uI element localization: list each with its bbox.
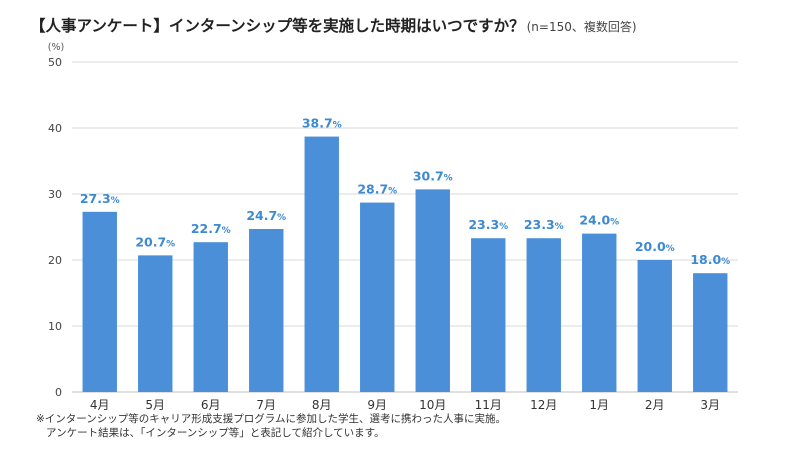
bar-value-number: 38.7: [302, 116, 333, 131]
bar-value-percent: %: [277, 213, 286, 223]
bar: [360, 202, 395, 392]
bar-value-label: 38.7%: [302, 116, 342, 131]
value-labels: 27.3%20.7%22.7%24.7%38.7%28.7%30.7%23.3%…: [80, 116, 730, 268]
bar-value-label: 20.7%: [135, 234, 175, 249]
bar: [249, 228, 284, 392]
footnote: ※インターンシップ等のキャリア形成支援プログラムに参加した学生、選考に携わった人…: [36, 412, 776, 440]
bar: [193, 242, 228, 392]
bar-value-label: 27.3%: [80, 191, 120, 206]
bar-value-number: 22.7: [191, 221, 222, 236]
bar-value-label: 24.7%: [246, 208, 286, 223]
grid-lines: [72, 61, 738, 393]
bar-value-percent: %: [610, 218, 619, 228]
x-tick-label: 5月: [145, 398, 165, 412]
bar: [138, 255, 173, 392]
x-tick-label: 2月: [645, 398, 665, 412]
y-axis-ticks: (%) 0 10 20 30 40 50: [48, 42, 64, 399]
bar: [471, 238, 506, 392]
bar-value-percent: %: [111, 196, 120, 206]
y-tick-label: 50: [48, 56, 62, 69]
chart-title-note: (n=150、複数回答): [526, 20, 637, 34]
bar-value-label: 22.7%: [191, 221, 231, 236]
bar-value-number: 28.7: [357, 182, 388, 197]
bar: [582, 233, 617, 392]
bar-value-label: 23.3%: [524, 217, 564, 232]
bar-value-percent: %: [166, 239, 175, 249]
x-tick-label: 10月: [419, 398, 446, 412]
footnote-line-2: アンケート結果は、「インターンシップ等」と表記して紹介しています。: [46, 427, 385, 439]
bar: [304, 136, 339, 392]
bar-value-number: 20.0: [635, 239, 666, 254]
x-tick-label: 11月: [475, 398, 502, 412]
bar-value-number: 27.3: [80, 191, 111, 206]
bar-value-percent: %: [555, 222, 564, 232]
bars: [82, 136, 728, 392]
bar-value-number: 20.7: [135, 234, 166, 249]
bar-value-number: 24.7: [246, 208, 277, 223]
x-tick-label: 4月: [90, 398, 110, 412]
x-tick-label: 9月: [367, 398, 387, 412]
bar-value-label: 23.3%: [468, 217, 508, 232]
y-tick-label: 40: [48, 122, 62, 135]
y-tick-label: 0: [55, 386, 62, 399]
bar-value-percent: %: [721, 257, 730, 267]
y-tick-label: 20: [48, 254, 62, 267]
x-tick-label: 3月: [700, 398, 720, 412]
bar-value-number: 30.7: [413, 168, 444, 183]
bar-value-percent: %: [333, 121, 342, 131]
x-tick-label: 7月: [256, 398, 276, 412]
footnote-line-1: ※インターンシップ等のキャリア形成支援プログラムに参加した学生、選考に携わった人…: [36, 413, 506, 425]
y-axis-unit-label: (%): [48, 42, 64, 53]
bar: [526, 238, 561, 392]
bar-value-number: 24.0: [579, 213, 610, 228]
x-tick-label: 6月: [201, 398, 221, 412]
bar: [693, 273, 728, 392]
y-tick-label: 10: [48, 320, 62, 333]
bar: [415, 189, 450, 392]
y-tick-label: 30: [48, 188, 62, 201]
chart-title-main: 【人事アンケート】インターンシップ等を実施した時期はいつですか？: [30, 17, 525, 35]
bar: [82, 211, 117, 392]
bar-value-percent: %: [444, 173, 453, 183]
bar-value-percent: %: [222, 226, 231, 236]
bar: [637, 260, 672, 392]
bar-value-percent: %: [499, 222, 508, 232]
x-tick-label: 12月: [530, 398, 557, 412]
bar-value-percent: %: [666, 244, 675, 254]
bar-value-label: 20.0%: [635, 239, 675, 254]
bar-value-percent: %: [388, 187, 397, 197]
x-axis-ticks: 4月 5月 6月 7月 8月 9月 10月 11月 12月 1月 2月 3月: [90, 398, 720, 412]
bar-value-number: 23.3: [524, 217, 555, 232]
bar-value-label: 24.0%: [579, 213, 619, 228]
bar-value-label: 18.0%: [690, 252, 730, 267]
x-tick-label: 1月: [589, 398, 609, 412]
x-tick-label: 8月: [312, 398, 332, 412]
bar-value-label: 30.7%: [413, 168, 453, 183]
bar-value-number: 18.0: [690, 252, 721, 267]
bar-value-label: 28.7%: [357, 182, 397, 197]
chart-title: 【人事アンケート】インターンシップ等を実施した時期はいつですか？ (n=150、複…: [30, 14, 790, 36]
bar-value-number: 23.3: [468, 217, 499, 232]
